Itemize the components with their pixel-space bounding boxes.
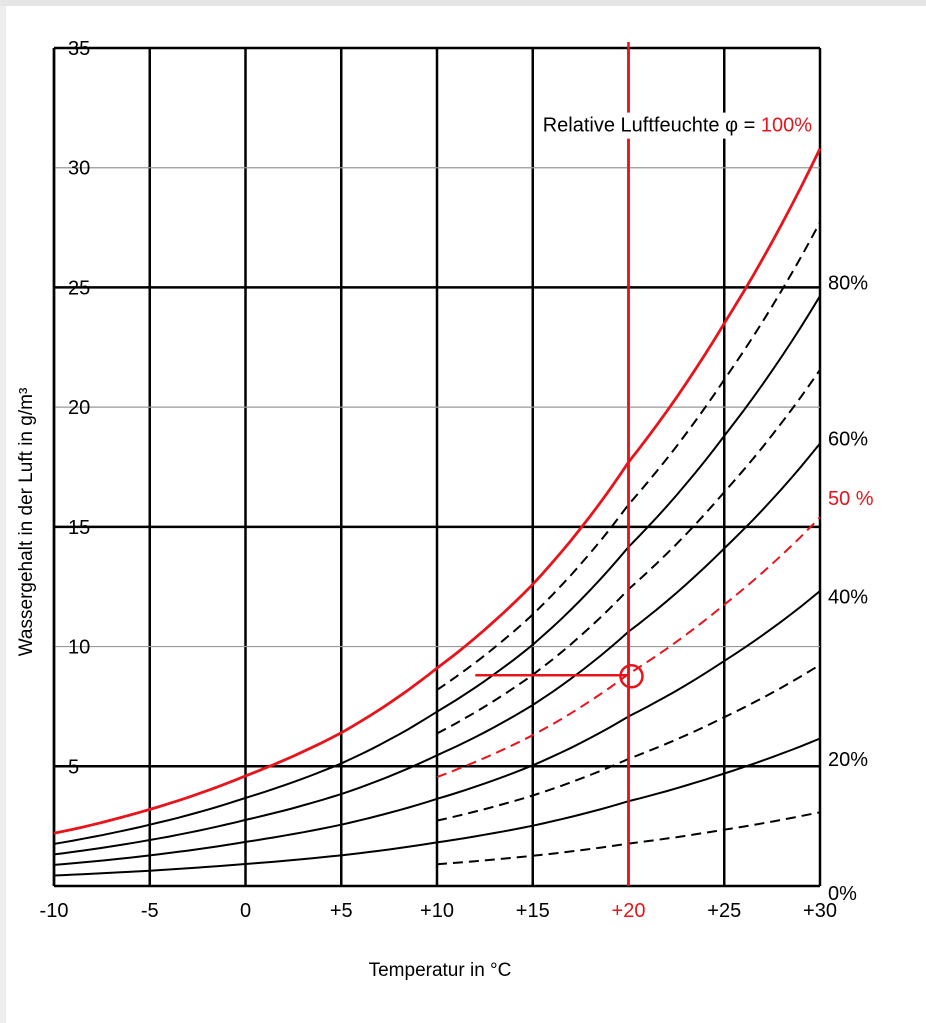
rh-curve-90 [436,221,821,691]
rh-curve-20 [53,737,821,877]
rh-label: 0% [828,883,857,905]
x-axis-label: Temperatur in °C [369,960,512,981]
annotation-prefix: Relative Luftfeuchte φ = [543,115,761,137]
rh-label: 60% [828,428,868,450]
right-rh-labels: 80% 60% 50 % 40% 20% 0% [828,273,874,906]
rh-curve-40 [53,590,821,866]
y-tick-label: 35 [68,38,90,60]
rh-curve-60 [53,442,821,856]
rh-curve-50 [436,516,821,779]
reading-marker [475,42,644,886]
annotation-value: 100% [761,115,812,137]
x-tick-label: +20 [612,900,646,922]
rh-curve-80 [53,295,821,845]
y-tick-label: 20 [68,397,90,419]
annotation-background [538,112,815,139]
x-tick-label: +15 [516,900,550,922]
y-tick-labels: 5 10 15 20 25 30 35 [68,38,90,778]
top-border [0,0,926,6]
x-tick-label: 0 [240,900,251,922]
x-tick-label: -5 [141,900,159,922]
x-tick-label: +30 [803,900,837,922]
relative-humidity-annotation: Relative Luftfeuchte φ = 100% [543,115,812,137]
x-tick-label: +25 [707,900,741,922]
x-tick-labels: -10 -5 0 +5 +10 +15 +20 +25 +30 [40,900,837,922]
x-tick-label: +10 [420,900,454,922]
rh-label: 80% [828,273,868,295]
reading-circle [619,664,644,689]
y-tick-label: 30 [68,158,90,180]
left-border [0,6,6,1023]
rh-label: 40% [828,586,868,608]
y-tick-label: 25 [68,277,90,299]
rh-curve-100 [53,147,822,835]
rh-label: 20% [828,749,868,771]
y-axis-label: Wassergehalt in der Luft in g/m³ [16,388,37,657]
y-tick-label: 15 [68,517,90,539]
y-tick-label: 5 [68,756,79,778]
rh-label: 50 % [828,488,874,510]
x-tick-label: -10 [40,900,69,922]
humidity-curves [53,147,822,877]
y-tick-label: 10 [68,637,90,659]
x-tick-label: +5 [330,900,353,922]
